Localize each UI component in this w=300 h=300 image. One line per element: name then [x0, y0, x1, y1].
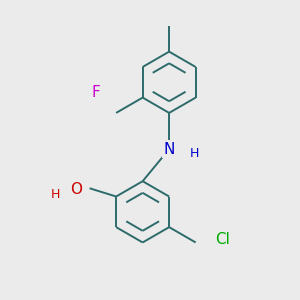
Text: Cl: Cl: [215, 232, 230, 247]
Text: H: H: [51, 188, 60, 201]
Text: N: N: [164, 142, 175, 157]
Text: O: O: [70, 182, 82, 197]
Text: H: H: [190, 147, 199, 160]
Text: F: F: [91, 85, 100, 100]
